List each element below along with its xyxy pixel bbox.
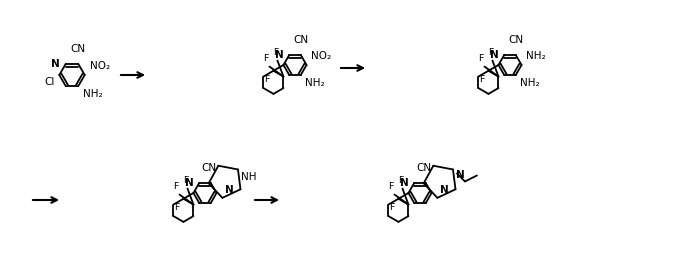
Text: F: F — [488, 48, 493, 57]
Text: F: F — [479, 75, 484, 84]
Text: F: F — [174, 203, 180, 212]
Text: N: N — [491, 50, 499, 60]
Text: NH₂: NH₂ — [83, 89, 103, 99]
Text: NH₂: NH₂ — [305, 78, 324, 88]
Text: NH₂: NH₂ — [526, 51, 545, 61]
Text: N: N — [275, 50, 284, 60]
Text: CN: CN — [508, 35, 524, 45]
Text: N: N — [440, 185, 449, 195]
Text: N: N — [401, 178, 409, 188]
Text: F: F — [264, 75, 269, 84]
Text: CN: CN — [71, 44, 86, 54]
Text: CN: CN — [293, 35, 308, 45]
Text: NH₂: NH₂ — [520, 78, 540, 88]
Text: F: F — [263, 54, 268, 63]
Text: F: F — [389, 203, 394, 212]
Text: CN: CN — [416, 163, 431, 173]
Text: F: F — [398, 176, 403, 185]
Text: F: F — [477, 54, 483, 63]
Text: NO₂: NO₂ — [310, 51, 331, 61]
Text: N: N — [456, 170, 465, 180]
Text: F: F — [182, 176, 188, 185]
Text: CN: CN — [201, 163, 216, 173]
Text: N: N — [51, 59, 59, 69]
Text: Cl: Cl — [44, 77, 55, 87]
Text: F: F — [173, 182, 178, 191]
Text: F: F — [388, 182, 393, 191]
Text: F: F — [273, 48, 278, 57]
Text: N: N — [225, 185, 234, 195]
Text: NO₂: NO₂ — [89, 61, 110, 71]
Text: N: N — [185, 178, 194, 188]
Text: NH: NH — [241, 173, 257, 182]
